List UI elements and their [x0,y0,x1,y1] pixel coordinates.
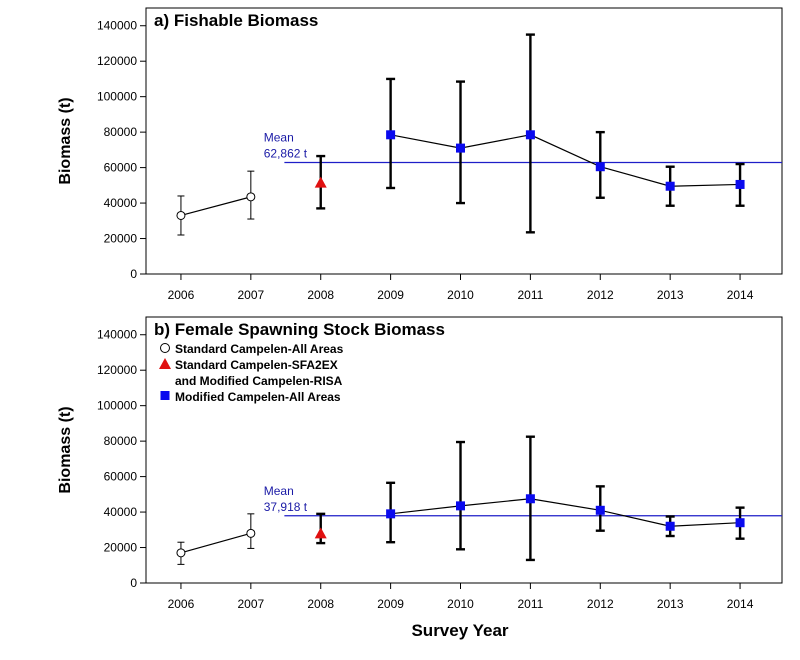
y-tick-label: 40000 [104,505,138,519]
legend-label: Standard Campelen-All Areas [175,342,344,356]
y-tick-label: 0 [130,267,137,281]
data-point-square [666,182,675,191]
y-tick-label: 80000 [104,434,138,448]
x-tick-label: 2009 [377,288,404,302]
data-point-square [596,506,605,515]
x-tick-label: 2011 [517,288,543,302]
data-point-square [386,130,395,139]
panel-title: b) Female Spawning Stock Biomass [154,320,445,339]
y-tick-label: 0 [130,576,137,590]
x-tick-label: 2007 [237,597,264,611]
series-line [181,533,251,553]
biomass-figure: 0 20000 40000 60000 80000 100000 120000 140000 2… [0,0,800,660]
x-tick-label: 2006 [168,288,195,302]
data-point-square [386,509,395,518]
data-point-circle [177,211,185,219]
y-tick-label: 20000 [104,541,138,555]
mean-label: Mean [264,484,294,498]
x-tick-label: 2011 [517,597,543,611]
y-axis-title: Biomass (t) [57,406,74,493]
x-tick-label: 2010 [447,597,474,611]
data-point-circle [247,529,255,537]
x-tick-label: 2012 [587,288,614,302]
legend-marker-square [161,391,170,400]
data-point-square [456,144,465,153]
y-tick-label: 20000 [104,232,138,246]
y-tick-label: 100000 [97,399,137,413]
x-axis-title: Survey Year [411,621,508,640]
plot-frame [146,317,782,583]
y-tick-label: 60000 [104,470,138,484]
legend-label: Modified Campelen-All Areas [175,390,341,404]
panel-a-fishable-biomass: 0 20000 40000 60000 80000 100000 120000 140000 2… [57,8,782,302]
legend-label: and Modified Campelen-RISA [175,374,343,388]
data-point-triangle [315,177,327,188]
x-tick-label: 2013 [657,288,684,302]
y-tick-label: 80000 [104,125,138,139]
legend: Standard Campelen-All Areas Standard Camp… [159,342,344,404]
y-tick-label: 140000 [97,19,137,33]
y-tick-label: 120000 [97,54,137,68]
x-tick-label: 2010 [447,288,474,302]
data-point-triangle [315,527,327,538]
plot-frame [146,8,782,274]
y-tick-label: 40000 [104,196,138,210]
data-point-square [526,494,535,503]
legend-marker-circle [161,344,170,353]
data-point-square [596,162,605,171]
data-point-square [456,501,465,510]
x-tick-label: 2013 [657,597,684,611]
x-tick-label: 2008 [307,597,334,611]
legend-label: Standard Campelen-SFA2EX [175,358,338,372]
data-point-square [736,518,745,527]
mean-value-label: 37,918 t [264,500,308,514]
panel-title: a) Fishable Biomass [154,11,318,30]
mean-label: Mean [264,131,294,145]
legend-marker-triangle [159,358,171,369]
series-line [391,135,740,186]
x-tick-label: 2014 [727,288,754,302]
data-point-circle [247,193,255,201]
data-point-square [736,180,745,189]
y-tick-label: 140000 [97,328,137,342]
y-tick-label: 60000 [104,161,138,175]
y-tick-label: 120000 [97,363,137,377]
data-point-square [666,522,675,531]
x-tick-label: 2009 [377,597,404,611]
series-line [391,499,740,526]
data-point-circle [177,549,185,557]
mean-value-label: 62,862 t [264,147,308,161]
data-point-square [526,130,535,139]
x-tick-label: 2006 [168,597,195,611]
series-line [181,197,251,216]
y-axis-title: Biomass (t) [57,97,74,184]
x-tick-label: 2014 [727,597,754,611]
y-tick-label: 100000 [97,90,137,104]
x-tick-label: 2007 [237,288,264,302]
x-tick-label: 2012 [587,597,614,611]
x-tick-label: 2008 [307,288,334,302]
